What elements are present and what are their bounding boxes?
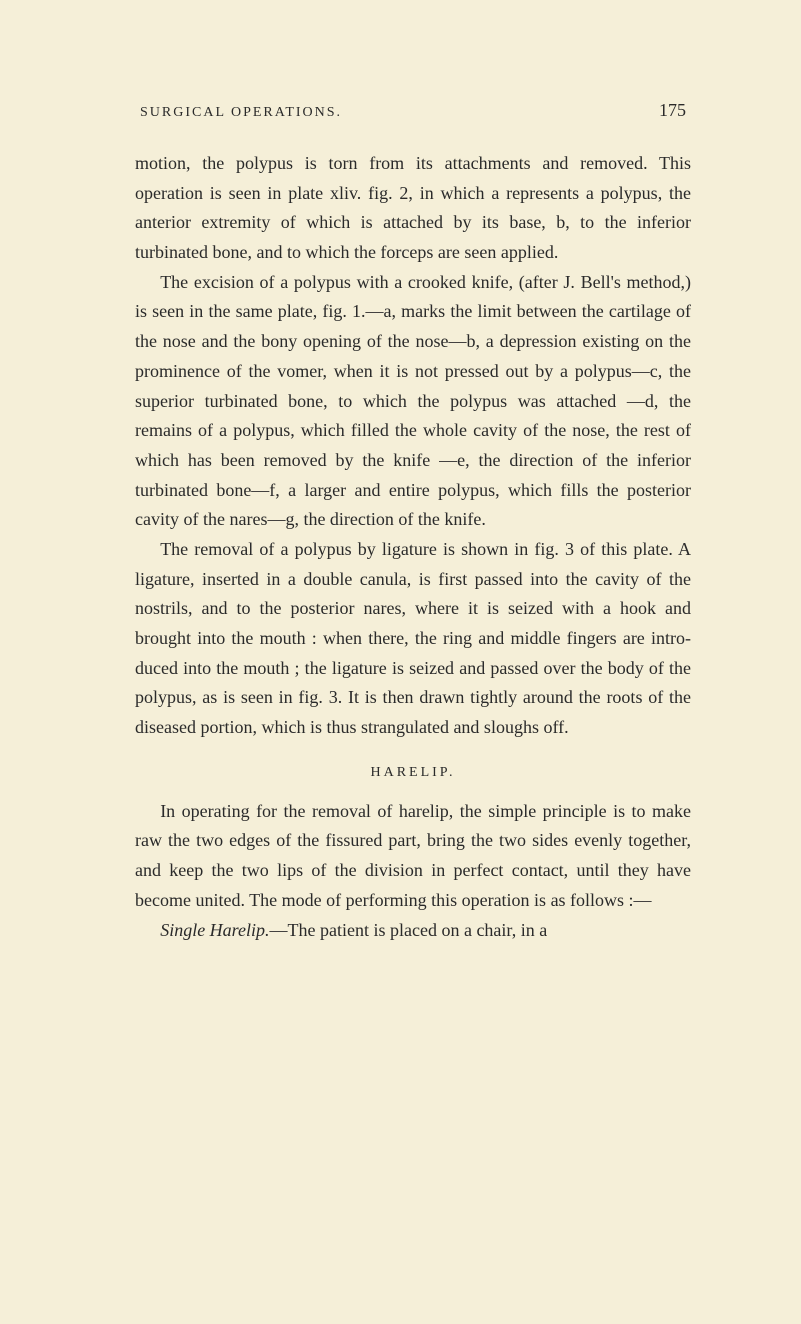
paragraph-5-rest: —The patient is placed on a chair, in a [270,920,548,940]
paragraph-1: motion, the polypus is torn from its att… [135,149,691,268]
paragraph-4: In operating for the removal of harelip,… [135,797,691,916]
paragraph-3: The removal of a polypus by ligature is … [135,535,691,743]
page-number: 175 [659,100,686,121]
section-heading-harelip: HARELIP. [135,765,691,781]
page-header: SURGICAL OPERATIONS. 175 [135,100,691,121]
paragraph-2: The excision of a polypus with a crooked… [135,268,691,535]
running-head: SURGICAL OPERATIONS. [140,105,342,121]
paragraph-5-lead: Single Harelip. [160,920,269,940]
page-container: SURGICAL OPERATIONS. 175 motion, the pol… [0,0,801,1025]
paragraph-5: Single Harelip.—The patient is placed on… [135,916,691,946]
body-text: motion, the polypus is torn from its att… [135,149,691,945]
